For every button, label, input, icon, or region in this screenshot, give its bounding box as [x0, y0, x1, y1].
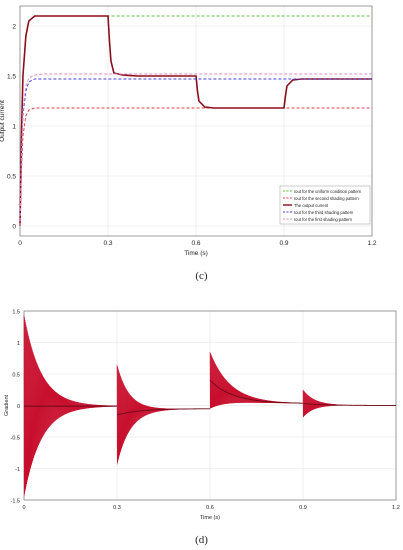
- x-tick-label: 1.2: [392, 505, 400, 511]
- y-tick-label: 0.5: [7, 174, 16, 181]
- legend-box: [279, 185, 371, 225]
- series-line-5: [19, 73, 372, 227]
- y-tick-label: -0.5: [11, 436, 20, 442]
- legend-entry-3: The output current: [294, 203, 329, 208]
- y-axis-label: Output current: [0, 100, 6, 142]
- x-axis-label: Time (s): [184, 250, 208, 257]
- y-tick-label: 0.5: [12, 373, 20, 379]
- y-tick-label: 1.5: [7, 74, 16, 81]
- x-tick-label: 0.6: [191, 240, 200, 247]
- gradient-mean-line: [24, 379, 397, 416]
- x-tick-label: 0.9: [279, 240, 288, 247]
- x-tick-label: 0.9: [299, 505, 307, 511]
- x-tick-label: 0: [18, 240, 22, 247]
- legend-entry-2: Iout for the second shading pattern: [294, 196, 359, 201]
- y-tick-label: -1: [15, 467, 20, 473]
- legend-entry-1: Iout for the uniform condition pattern: [294, 189, 362, 194]
- x-tick-label: 0.6: [206, 505, 214, 511]
- y-tick-label: 1: [12, 124, 16, 131]
- caption-c: (c): [195, 270, 208, 282]
- y-tick-label: 1.5: [12, 310, 20, 316]
- x-tick-label: 0.3: [103, 240, 112, 247]
- chart-c: 0 0.3 0.6 0.9 1.2 0 0.5 1 1.5 2 Time (s) Output cur…: [0, 0, 403, 262]
- x-tick-label: 1.2: [367, 240, 376, 247]
- series-line-3: [19, 15, 372, 227]
- legend-entry-5: Iout for the first shading pattern: [294, 217, 353, 222]
- y-tick-label: 1: [17, 341, 20, 347]
- y-tick-label: -1.5: [11, 499, 20, 505]
- x-axis-label: Time (s): [200, 515, 220, 521]
- y-tick-label: 2: [12, 24, 16, 31]
- legend-entry-4: Iout for the third shading pattern: [294, 210, 354, 215]
- y-tick-label: 0: [12, 224, 16, 231]
- y-axis-label: Gradient: [4, 394, 10, 416]
- chart-d-svg: 0 0.3 0.6 0.9 1.2 -1.5 -1 -0.5 0 0.5 1 1.5 Time (s) G…: [4, 310, 400, 522]
- y-tick-label: 0: [17, 404, 20, 410]
- x-tick-label: 0: [22, 505, 25, 511]
- x-tick-label: 0.3: [113, 505, 121, 511]
- caption-d: (d): [195, 534, 208, 546]
- chart-c-svg: 0 0.3 0.6 0.9 1.2 0 0.5 1 1.5 2 Time (s) Output cur…: [0, 5, 377, 257]
- chart-d: 0 0.3 0.6 0.9 1.2 -1.5 -1 -0.5 0 0.5 1 1.5 Time (s) G…: [0, 306, 403, 532]
- plot-frame: [19, 5, 373, 237]
